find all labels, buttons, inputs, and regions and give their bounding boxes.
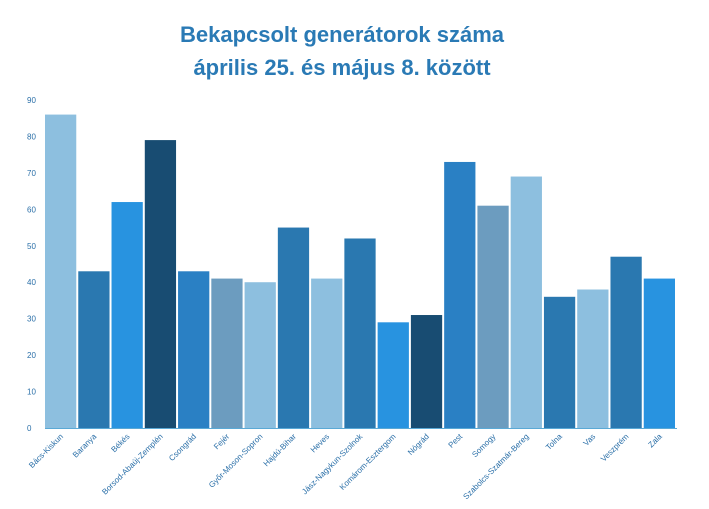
y-tick-label: 60	[27, 205, 36, 214]
bar[interactable]	[277, 227, 310, 428]
x-tick-label: Zala	[646, 432, 664, 450]
y-tick-label: 30	[27, 315, 36, 324]
x-tick-label: Komárom-Esztergom	[338, 432, 398, 492]
y-tick-label: 50	[27, 242, 36, 251]
x-tick-label: Somogy	[470, 432, 497, 459]
bar[interactable]	[410, 315, 443, 428]
y-tick-label: 90	[27, 96, 36, 105]
bar[interactable]	[311, 278, 343, 428]
chart-title: Bekapcsolt generátorok száma április 25.…	[0, 18, 684, 84]
y-tick-label: 40	[27, 278, 36, 287]
x-tick-label: Pest	[447, 432, 465, 450]
bar[interactable]	[344, 238, 376, 428]
chart-title-line-2: április 25. és május 8. között	[193, 55, 491, 80]
bar[interactable]	[211, 278, 243, 428]
bar[interactable]	[643, 278, 675, 428]
x-tick-label: Bács-Kiskun	[27, 432, 65, 470]
bar[interactable]	[477, 205, 509, 428]
x-tick-label: Jász-Nagykun-Szolnok	[300, 431, 365, 496]
x-tick-label: Békés	[109, 432, 131, 454]
x-tick-label: Fejér	[212, 432, 231, 451]
bar[interactable]	[178, 271, 210, 428]
bar[interactable]	[45, 114, 77, 429]
bar[interactable]	[610, 256, 642, 428]
bar[interactable]	[144, 140, 177, 429]
y-tick-label: 80	[27, 132, 36, 141]
x-tick-label: Vas	[582, 432, 598, 448]
y-tick-label: 0	[27, 424, 32, 433]
x-tick-label: Tolna	[544, 432, 564, 452]
x-tick-label: Szabolcs-Szatmár-Bereg	[461, 432, 530, 501]
y-tick-label: 20	[27, 351, 36, 360]
x-tick-label: Csongrád	[167, 432, 198, 463]
bar[interactable]	[543, 296, 576, 428]
x-tick-label: Heves	[309, 432, 331, 454]
x-axis: Bács-Kiskun Baranya BékésBorsod-Abaúj-Zemp…	[27, 431, 664, 501]
chart-title-line-1: Bekapcsolt generátorok száma	[179, 22, 505, 47]
x-tick-label: Baranya	[71, 432, 99, 460]
y-tick-label: 70	[27, 169, 36, 178]
x-tick-label: Hajdú-Bihar	[262, 432, 298, 468]
y-tick-label: 10	[27, 388, 36, 397]
bar[interactable]	[111, 202, 143, 428]
x-tick-label: Borsod-Abaúj-Zemplén	[100, 432, 165, 497]
bar[interactable]	[78, 271, 110, 428]
x-tick-label: Veszprém	[599, 432, 631, 464]
bar[interactable]	[444, 161, 476, 428]
bar[interactable]	[577, 289, 609, 428]
x-tick-label: Nógrád	[406, 432, 431, 457]
bar[interactable]	[510, 176, 542, 428]
bars	[45, 114, 675, 429]
bar[interactable]	[244, 282, 276, 428]
y-axis: 0 10 20 30 40 50 60 70 80 90	[27, 96, 36, 433]
bar[interactable]	[377, 322, 409, 428]
